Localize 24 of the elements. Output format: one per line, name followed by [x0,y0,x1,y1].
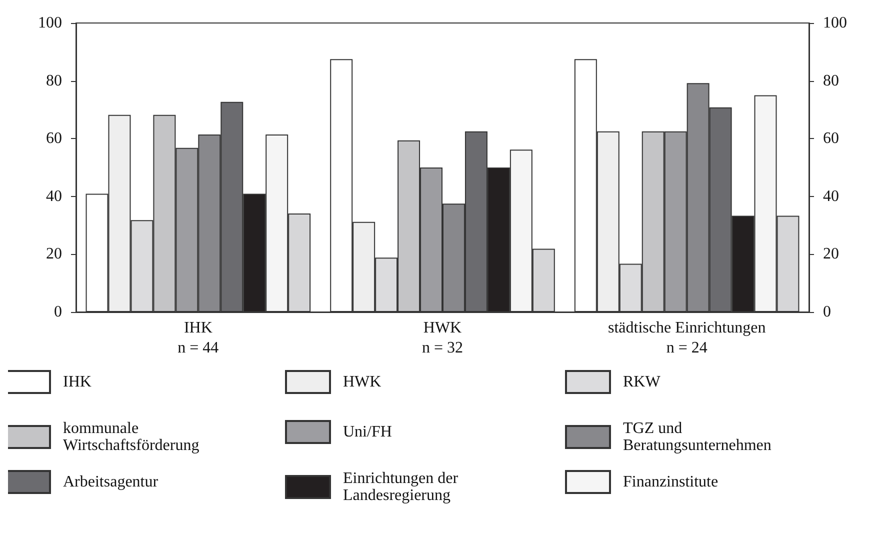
y-tick-label: 60 [46,130,62,148]
y2-tick-label: 60 [823,130,839,148]
y2-tick-label: 40 [823,188,839,205]
legend-label: RKW [623,374,662,390]
legend-label: HWK [343,374,382,390]
legend-label: TGZ und Beratungsunternehmen [623,420,772,454]
legend-label: Uni/FH [343,424,392,440]
legend-label: kommunale Wirtschaftsförderung [63,420,200,454]
y2-tick-label: 0 [823,304,831,320]
legend-label: Finanzinstitute [623,474,718,490]
x-tick-label: HWK n = 32 [422,320,464,356]
y-tick-label: 0 [54,304,62,320]
y2-tick-label: 20 [823,246,839,263]
y-tick-label: 20 [46,246,62,263]
y2-tick-label: 100 [823,14,847,32]
x-tick-label: IHK n = 44 [178,320,219,356]
y-tick-label: 80 [46,72,62,90]
y-tick-label: 100 [38,14,62,32]
y2-tick-label: 80 [823,72,839,90]
legend-label: IHK [63,374,92,390]
legend-label: Arbeitsagentur [63,474,159,490]
x-tick-label: städtische Einrichtungen n = 24 [608,320,766,356]
legend-label: Einrichtungen der Landesregierung [343,470,462,504]
y-tick-label: 40 [46,188,62,205]
